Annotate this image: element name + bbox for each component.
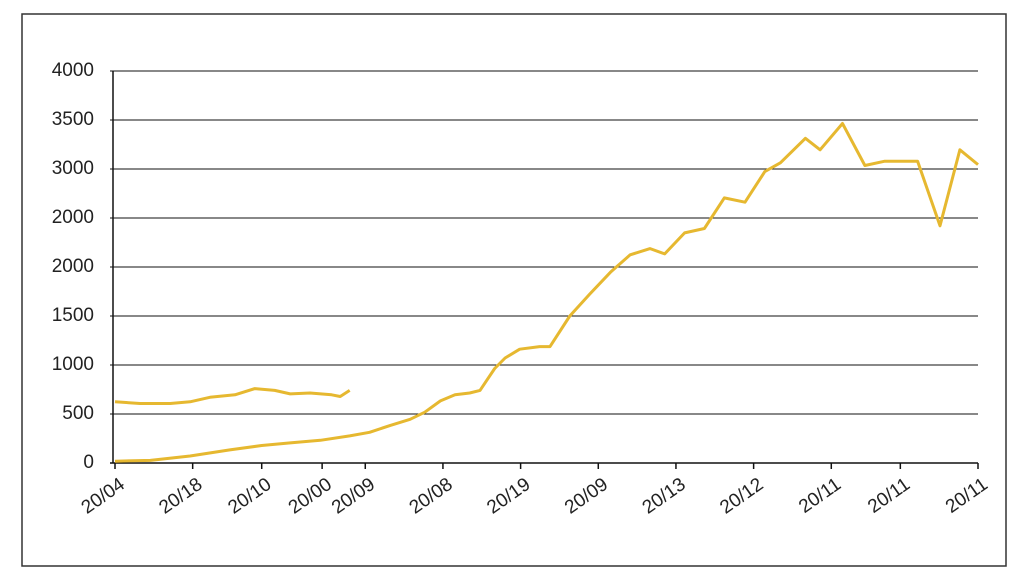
x-tick-label: 20/09 — [328, 474, 379, 518]
x-tick-label: 20/11 — [942, 474, 992, 518]
data-line — [114, 387, 351, 405]
y-tick-label: 1000 — [52, 354, 94, 375]
chart-frame — [21, 13, 1007, 567]
y-tick-label: 0 — [83, 452, 94, 473]
x-tick-label: 20/00 — [285, 474, 336, 518]
x-tick-label: 20/19 — [483, 474, 534, 518]
y-tick-label: 500 — [62, 403, 94, 424]
x-tick-label: 20/10 — [224, 474, 275, 518]
x-tick-label: 20/08 — [406, 474, 457, 518]
y-tick-label: 4000 — [52, 60, 94, 81]
y-tick-label: 1500 — [52, 305, 94, 326]
x-tick-label: 20/04 — [78, 474, 129, 519]
data-line — [114, 122, 979, 463]
x-tick-label: 20/11 — [795, 474, 845, 518]
y-tick-label: 3000 — [52, 158, 94, 179]
x-tick-label: 20/11 — [864, 474, 914, 518]
x-tick-label: 20/09 — [561, 474, 612, 518]
x-tick-label: 20/12 — [716, 474, 767, 518]
x-tick-label: 20/18 — [155, 474, 206, 518]
y-tick-label: 3500 — [52, 109, 94, 130]
y-tick-label: 2000 — [52, 207, 94, 228]
x-tick-label: 20/13 — [639, 474, 690, 518]
y-tick-label: 2000 — [52, 256, 94, 277]
